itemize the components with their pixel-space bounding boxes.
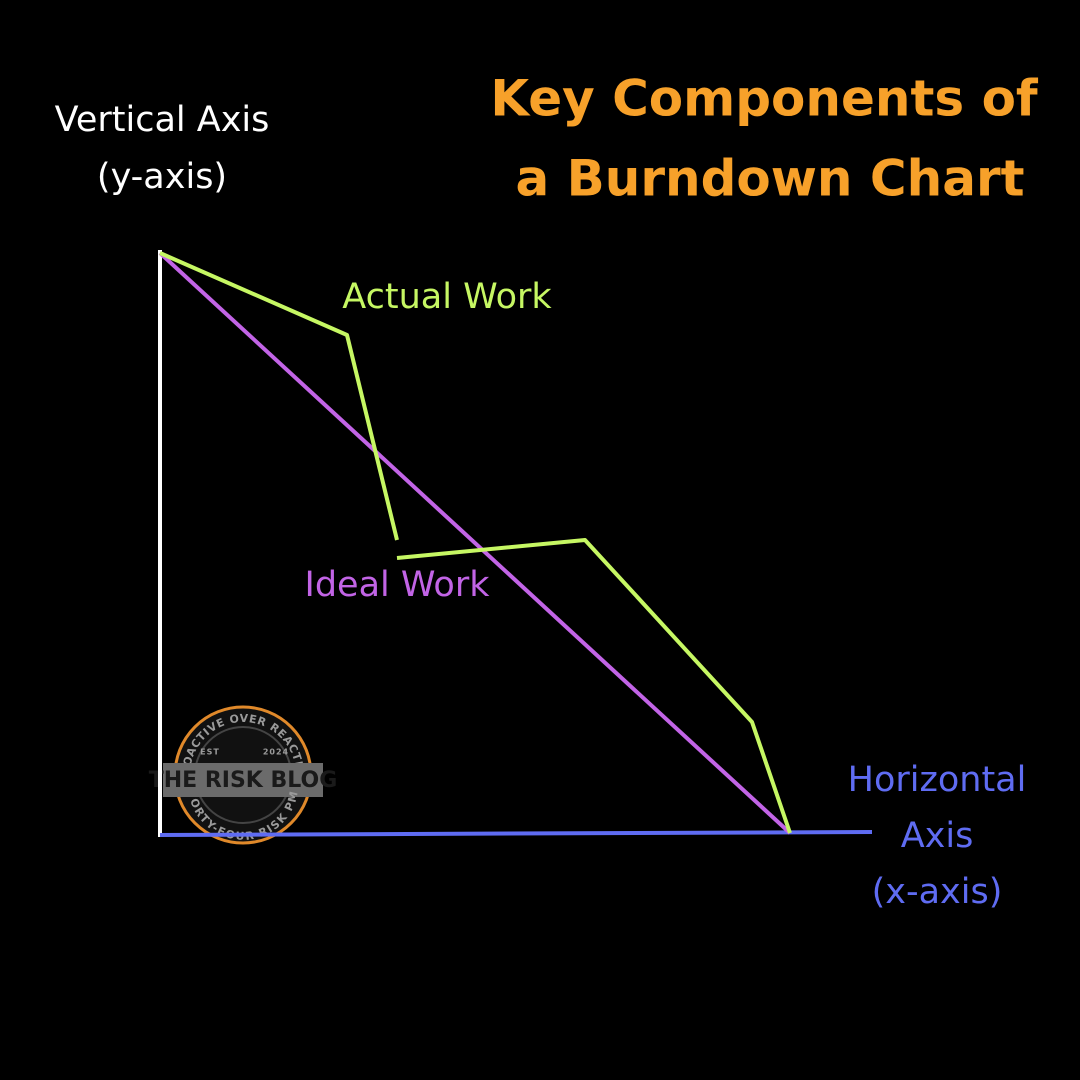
ideal-work-line — [158, 251, 792, 835]
title-line: a Burndown Chart — [515, 150, 1024, 208]
actual-work-label: Actual Work — [342, 277, 552, 317]
title-line: Key Components of — [490, 70, 1039, 128]
y-axis-label: (y-axis) — [97, 157, 227, 197]
logo-name: THE RISK BLOG — [149, 768, 338, 793]
x-axis-label: (x-axis) — [872, 872, 1003, 912]
x-axis-label: Axis — [901, 816, 974, 856]
y-axis-label: Vertical Axis — [55, 100, 270, 140]
logo-year: 2024 — [263, 748, 289, 757]
x-axis — [159, 830, 873, 837]
logo-est: EST — [200, 748, 220, 757]
actual-work-line — [396, 538, 792, 834]
logo-banner — [163, 763, 323, 797]
actual-work-line — [159, 251, 399, 541]
x-axis-label: Horizontal — [848, 760, 1027, 800]
ideal-work-label: Ideal Work — [305, 565, 491, 605]
